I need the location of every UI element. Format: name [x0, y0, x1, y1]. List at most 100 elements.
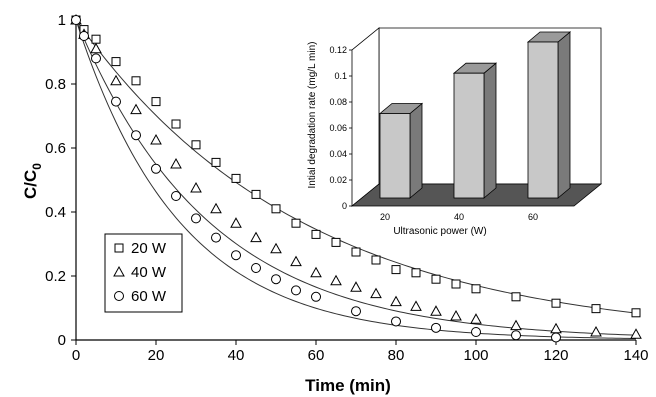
data-point-triangle [330, 274, 342, 286]
x-tick-label: 40 [228, 347, 245, 364]
data-point-square [631, 308, 641, 318]
data-point-triangle [150, 133, 162, 145]
data-point-circle [131, 130, 141, 141]
legend: 20 W 40 W 60 W [104, 233, 183, 313]
data-point-circle [511, 330, 521, 341]
inset-y-tick-label: 0.1 [334, 71, 347, 81]
data-point-square [171, 119, 181, 129]
legend-marker-triangle [113, 265, 125, 277]
data-point-circle [231, 250, 241, 261]
data-point-square [151, 97, 161, 107]
data-point-circle [291, 285, 301, 296]
data-point-triangle [90, 42, 102, 54]
data-point-square [331, 237, 341, 247]
legend-entry-label: 40 W [131, 264, 167, 281]
inset-y-tick-label: 0 [342, 201, 347, 211]
x-tick-label: 20 [148, 347, 165, 364]
data-point-triangle [130, 103, 142, 115]
x-tick-label: 140 [623, 347, 648, 364]
data-point-square [471, 284, 481, 294]
data-point-triangle [430, 305, 442, 316]
data-point-triangle [390, 295, 402, 307]
data-point-circle [191, 213, 201, 224]
inset-bar-side [557, 31, 571, 199]
data-point-triangle [310, 266, 322, 278]
inset-y-tick-label: 0.12 [329, 45, 347, 55]
data-point-circle [151, 163, 161, 174]
y-tick-label: 0.6 [45, 140, 66, 157]
data-point-square [131, 76, 141, 86]
y-tick-label: 1 [58, 12, 66, 29]
data-point-square [311, 229, 321, 239]
inset-y-tick-label: 0.04 [329, 149, 347, 159]
data-point-triangle [110, 74, 122, 86]
data-point-circle [71, 15, 81, 25]
inset-y-axis-title: Intial degradation rate (mg/L min) [307, 42, 318, 189]
data-point-triangle [590, 325, 602, 337]
data-point-triangle [550, 322, 562, 334]
legend-entry-label: 20 W [131, 240, 167, 257]
data-point-square [551, 298, 561, 308]
y-axis-title: C/C0 [21, 163, 44, 199]
data-point-triangle [450, 309, 462, 321]
data-point-square [111, 57, 121, 67]
data-point-square [431, 274, 441, 284]
inset-x-axis-title: Ultrasonic power (W) [393, 226, 486, 237]
data-point-triangle [190, 181, 202, 193]
fit-curve-1 [75, 19, 637, 314]
data-point-triangle [270, 242, 282, 254]
y-axis-title-main: C/C [21, 170, 40, 199]
inset-x-tick-label: 60 [528, 212, 538, 222]
main-plot-ticks: 0 20 40 60 80 100 120 140 0 0.2 0.4 0.6 0.8 1 [45, 12, 648, 364]
data-point-circle [111, 96, 121, 107]
data-point-square [451, 279, 461, 289]
inset-bar-20 [379, 113, 411, 199]
x-tick-label: 60 [308, 347, 325, 364]
main-plot-fit-curves [75, 19, 637, 340]
data-point-circle [471, 327, 481, 337]
data-point-triangle [370, 287, 382, 299]
inset-y-tick-label: 0.02 [329, 175, 347, 185]
data-point-triangle [410, 300, 422, 311]
main-plot-axes [75, 20, 636, 341]
y-tick-label: 0.4 [45, 204, 66, 221]
data-point-triangle [350, 281, 362, 292]
inset-bar-side [409, 102, 423, 199]
inset-x-tick-label: 20 [380, 212, 390, 222]
inset-y-tick-label: 0.06 [329, 123, 347, 133]
data-point-square [351, 247, 361, 257]
fit-curve-3 [75, 19, 637, 340]
data-point-circle [351, 306, 361, 317]
fit-curve-2 [75, 19, 637, 336]
data-point-square [191, 140, 201, 150]
data-point-square [391, 265, 401, 275]
inset-bar-chart: 0 0.02 0.04 0.06 0.08 0.1 0.12 20 40 60 [329, 27, 603, 222]
x-tick-label: 100 [463, 347, 488, 364]
data-point-circle [79, 31, 89, 41]
x-tick-label: 0 [72, 347, 80, 364]
data-point-circle [211, 232, 221, 243]
data-point-square [591, 304, 601, 314]
data-point-circle [271, 274, 281, 285]
y-tick-label: 0.2 [45, 268, 66, 285]
data-point-circle [311, 291, 321, 302]
data-point-square [511, 292, 521, 302]
inset-y-tick-label: 0.08 [329, 97, 347, 107]
legend-marker-square [114, 243, 124, 253]
data-point-circle [171, 191, 181, 201]
data-point-square [91, 34, 101, 44]
main-plot-points [70, 13, 642, 343]
x-tick-label: 120 [543, 347, 568, 364]
data-point-square [211, 157, 221, 167]
data-point-square [271, 204, 281, 214]
data-point-triangle [510, 319, 522, 331]
inset-bar-40 [453, 72, 485, 199]
x-axis-title: Time (min) [305, 376, 391, 395]
data-point-triangle [170, 157, 182, 169]
data-point-square [231, 173, 241, 183]
data-point-triangle [230, 217, 242, 228]
data-point-circle [391, 316, 401, 327]
legend-entry-label: 60 W [131, 288, 167, 305]
data-point-triangle [290, 255, 302, 267]
